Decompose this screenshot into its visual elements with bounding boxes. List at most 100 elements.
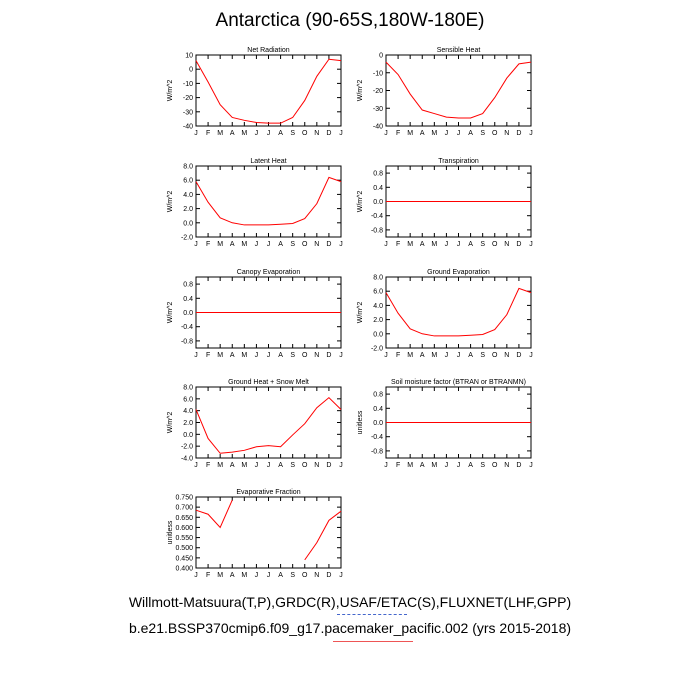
x-tick-label: N [314,572,319,579]
x-tick-label: J [194,572,198,579]
x-tick-label: J [267,572,271,579]
x-tick-label: J [384,352,388,359]
x-tick-label: A [420,130,425,137]
y-tick-label: 0.0 [373,331,383,338]
x-tick-label: J [255,352,259,359]
y-tick-label: 0.750 [175,495,193,502]
x-tick-label: M [217,130,223,137]
y-tick-label: 8.0 [373,275,383,282]
x-tick-label: F [206,241,210,248]
x-tick-label: A [278,241,283,248]
series-line [195,396,342,454]
y-axis-label: W/m^2 [167,302,174,324]
x-tick-label: S [290,130,295,137]
x-tick-label: J [457,352,461,359]
x-tick-label: J [457,462,461,469]
y-axis-label: unitless [357,410,364,434]
panel-title: Canopy Evaporation [237,269,301,276]
y-tick-label: 0.650 [175,515,193,522]
y-tick-label: -2.0 [181,444,193,451]
x-tick-label: A [468,241,473,248]
x-tick-label: D [516,130,521,137]
x-tick-label: M [241,130,247,137]
x-tick-label: F [206,462,210,469]
x-tick-label: M [407,130,413,137]
plot-frame [195,54,342,127]
panel-title: Net Radiation [247,47,290,54]
x-tick-label: J [384,241,388,248]
x-tick-label: O [302,241,308,248]
y-tick-label: 2.0 [183,420,193,427]
x-tick-label: J [194,130,198,137]
x-tick-label: F [396,462,400,469]
x-tick-label: J [529,352,533,359]
y-tick-label: 2.0 [373,317,383,324]
plot-frame [195,165,342,238]
x-tick-label: J [445,352,449,359]
x-tick-label: N [504,130,509,137]
x-tick-label: F [396,130,400,137]
x-tick-label: J [529,462,533,469]
x-tick-label: O [492,241,498,248]
y-tick-label: 0.4 [183,296,193,303]
y-tick-label: 0.4 [373,185,383,192]
x-tick-label: A [420,352,425,359]
y-tick-label: -20 [183,95,193,102]
plot-frame [195,386,342,459]
panel-title: Soil moisture factor (BTRAN or BTRANMN) [391,379,526,386]
x-tick-label: F [396,352,400,359]
x-tick-label: A [278,462,283,469]
x-tick-label: O [302,572,308,579]
x-tick-label: F [206,572,210,579]
caption-underline-red [333,641,413,642]
x-tick-label: J [339,241,343,248]
y-tick-label: 4.0 [373,303,383,310]
y-tick-label: 8.0 [183,164,193,171]
plot-frame [195,496,342,569]
y-tick-label: 2.0 [183,206,193,213]
y-tick-label: -0.8 [181,338,193,345]
plot-frame [385,276,532,349]
x-tick-label: J [384,462,388,469]
y-tick-label: 6.0 [183,396,193,403]
x-tick-label: J [445,130,449,137]
panel-title: Transpiration [438,158,479,165]
panel-title: Latent Heat [250,158,286,165]
y-tick-label: -2.0 [181,235,193,242]
y-tick-label: -10 [183,81,193,88]
page-title: Antarctica (90-65S,180W-180E) [215,10,485,31]
x-tick-label: A [468,130,473,137]
x-tick-label: D [516,352,521,359]
y-tick-label: 0.550 [175,535,193,542]
y-tick-label: 0.8 [373,392,383,399]
y-tick-label: -4.0 [181,456,193,463]
x-tick-label: M [431,130,437,137]
y-tick-label: -2.0 [371,346,383,353]
series-line [195,499,342,561]
x-tick-label: O [492,130,498,137]
x-tick-label: D [326,130,331,137]
x-tick-label: M [241,352,247,359]
x-tick-label: J [255,462,259,469]
y-tick-label: 0.500 [175,545,193,552]
series-line [195,58,342,124]
y-tick-label: -30 [373,106,383,113]
x-tick-label: O [302,462,308,469]
x-tick-label: J [267,352,271,359]
x-tick-label: M [217,572,223,579]
x-tick-label: D [326,241,331,248]
x-tick-label: N [314,130,319,137]
x-tick-label: J [529,130,533,137]
y-axis-label: W/m^2 [357,191,364,213]
x-tick-label: A [278,572,283,579]
x-tick-label: D [516,241,521,248]
x-tick-label: J [255,572,259,579]
x-tick-label: M [407,352,413,359]
x-tick-label: A [278,352,283,359]
x-tick-label: J [339,572,343,579]
y-tick-label: -30 [183,109,193,116]
y-tick-label: -10 [373,70,383,77]
y-tick-label: -20 [373,88,383,95]
x-tick-label: S [290,572,295,579]
